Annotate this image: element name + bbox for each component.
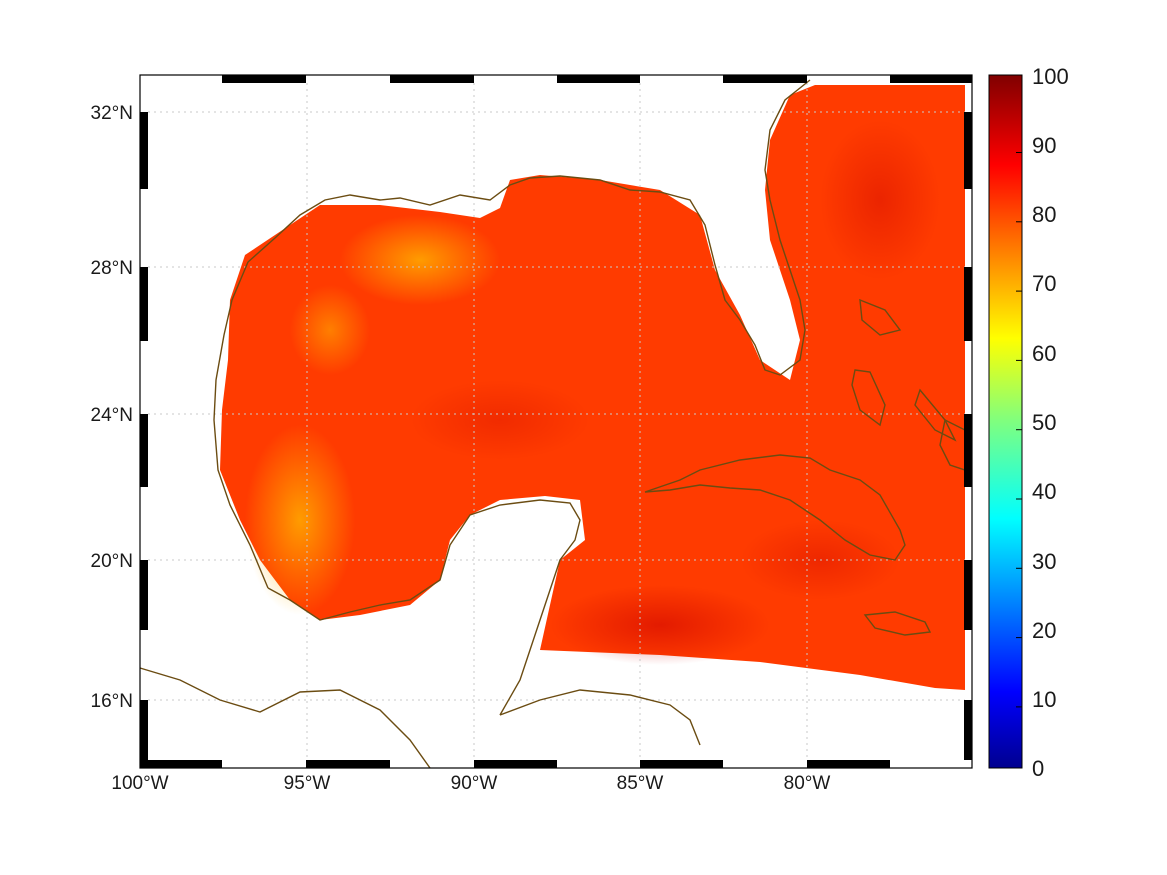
lat-labels: 32°N 28°N 24°N 20°N 16°N (91, 103, 133, 712)
frame-segment (557, 75, 640, 83)
frame-left-segments (140, 112, 148, 760)
colorbar-label-10: 10 (1032, 687, 1056, 712)
frame-segment (140, 560, 148, 630)
cool-anomaly-north (340, 215, 500, 305)
coastline-cuba (644, 454, 906, 561)
frame-segment (964, 267, 972, 341)
frame-segment (140, 760, 222, 768)
warm-anomaly-south (550, 585, 770, 665)
coastline-us-gulf (213, 79, 811, 589)
lon-labels: 100°W 95°W 90°W 85°W 80°W (111, 773, 830, 794)
colorbar-label-50: 50 (1032, 410, 1056, 435)
lat-label-28: 28°N (91, 258, 133, 279)
frame-segment (140, 700, 148, 760)
coastline-hispaniola (939, 418, 966, 471)
coastlines (139, 79, 966, 769)
frame-segment (964, 414, 972, 487)
lat-label-16: 16°N (91, 691, 133, 712)
frame-bottom-segments (140, 760, 890, 768)
coastline-mexico-east (267, 499, 581, 716)
lon-label-100: 100°W (111, 773, 168, 794)
warm-anomaly-central (410, 380, 590, 460)
coastline-honduras (499, 689, 701, 746)
cool-anomaly-west (245, 425, 355, 615)
lon-label-95: 95°W (284, 773, 331, 794)
frame-segment (890, 75, 972, 83)
colorbar-label-80: 80 (1032, 202, 1056, 227)
gridlines (148, 83, 965, 760)
colorbar-label-60: 60 (1032, 341, 1056, 366)
lon-label-85: 85°W (617, 773, 664, 794)
frame-segment (140, 414, 148, 487)
lat-label-32: 32°N (91, 103, 133, 124)
colorbar-label-90: 90 (1032, 133, 1056, 158)
frame-segment (640, 760, 723, 768)
colorbar-label-30: 30 (1032, 549, 1056, 574)
frame-top-segments (222, 75, 972, 83)
lon-label-90: 90°W (451, 773, 498, 794)
colorbar-label-100: 100 (1032, 64, 1069, 89)
coastline-bahamas (851, 298, 957, 442)
coastline-jamaica (863, 611, 932, 636)
map-frame (139, 74, 973, 769)
lat-label-24: 24°N (91, 405, 133, 426)
colorbar: 0 10 20 30 40 50 60 70 80 90 100 (988, 64, 1069, 781)
lon-label-80: 80°W (784, 773, 831, 794)
warm-anomaly-atlantic (820, 120, 940, 280)
frame-segment (140, 267, 148, 341)
coastline-central-america (139, 667, 431, 769)
colorbar-label-70: 70 (1032, 271, 1056, 296)
frame-segment (723, 75, 807, 83)
frame-segment (222, 75, 306, 83)
frame-segment (964, 112, 972, 189)
frame-right-segments (964, 112, 972, 760)
cool-anomaly-texas (290, 285, 370, 375)
colorbar-label-0: 0 (1032, 756, 1044, 781)
lat-label-20: 20°N (91, 551, 133, 572)
colorbar-label-20: 20 (1032, 618, 1056, 643)
frame-segment (964, 700, 972, 760)
frame-segment (140, 112, 148, 189)
colorbar-label-40: 40 (1032, 479, 1056, 504)
frame-segment (807, 760, 890, 768)
colorbar-gradient (988, 74, 1023, 769)
frame-segment (964, 560, 972, 630)
frame-segment (306, 760, 390, 768)
colorbar-ticks (1016, 152, 1022, 708)
frame-segment (474, 760, 557, 768)
frame-segment (390, 75, 474, 83)
